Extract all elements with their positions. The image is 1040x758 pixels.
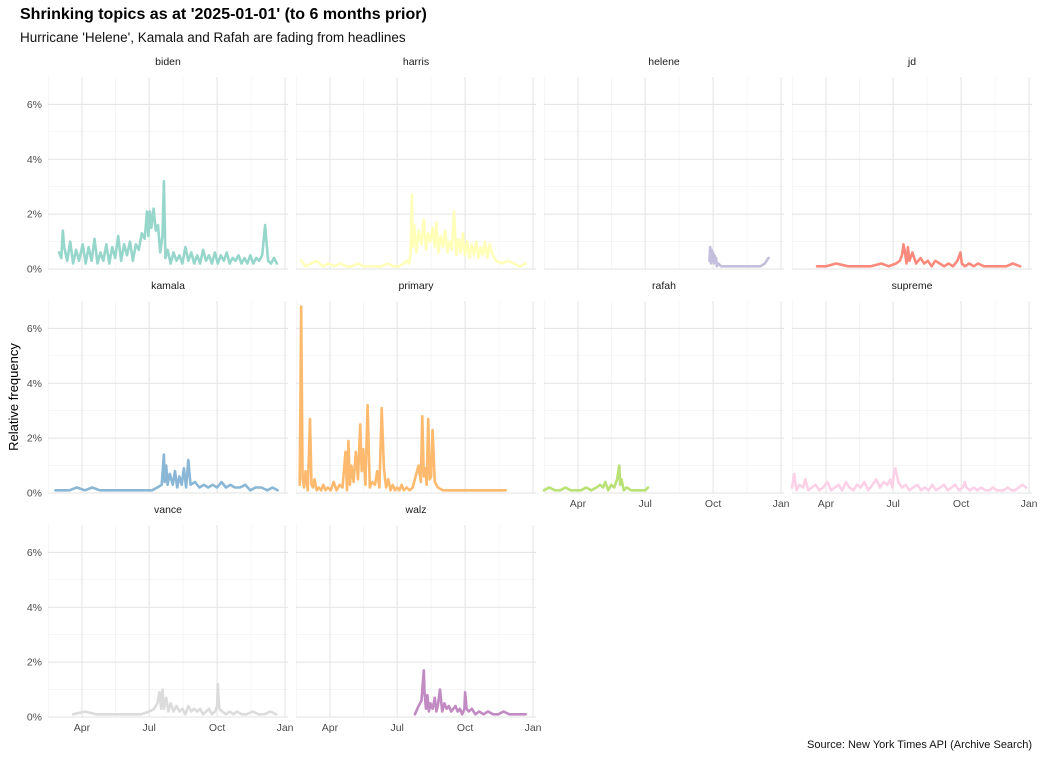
y-tick-label: 6% <box>27 323 42 335</box>
facet-walz: walz Apr Jul Oct Jan <box>296 504 542 734</box>
series-line-primary <box>298 305 508 492</box>
y-axis-title: Relative frequency <box>6 343 21 451</box>
x-tick-label: Jan <box>525 722 542 734</box>
facet-vance: vance 0% 2% 4% 6% Apr Jul Oct Jan <box>27 504 294 734</box>
x-tick-label: Jul <box>142 722 155 734</box>
x-tick-label: Oct <box>457 722 473 734</box>
facet-label-walz: walz <box>404 504 426 516</box>
facet-label-helene: helene <box>648 56 680 68</box>
series-line-biden <box>57 179 279 265</box>
series-line-vance <box>71 682 278 716</box>
y-tick-label: 4% <box>27 154 42 166</box>
series-line-helene <box>708 245 770 268</box>
facet-supreme: supreme Apr Jul Oct Jan <box>790 280 1038 510</box>
x-tick-label: Apr <box>322 722 339 734</box>
series-line-supreme <box>790 466 1028 492</box>
x-tick-label: Jan <box>773 498 790 510</box>
x-tick-label: Jan <box>1021 498 1038 510</box>
chart-caption: Source: New York Times API (Archive Sear… <box>807 739 1032 751</box>
x-tick-label: Apr <box>818 498 835 510</box>
facet-label-kamala: kamala <box>151 280 185 292</box>
facet-helene: helene <box>544 56 784 270</box>
y-tick-label: 6% <box>27 547 42 559</box>
facet-harris: harris <box>296 56 536 270</box>
x-tick-label: Jul <box>638 498 651 510</box>
y-tick-label: 6% <box>27 99 42 111</box>
series-line-jd <box>815 243 1022 268</box>
series-line-walz <box>413 669 528 716</box>
x-tick-label: Jul <box>390 722 403 734</box>
y-tick-label: 4% <box>27 378 42 390</box>
facet-label-vance: vance <box>154 504 182 516</box>
series-line-harris <box>299 193 528 268</box>
y-tick-label: 0% <box>27 712 42 724</box>
chart-subtitle: Hurricane 'Helene', Kamala and Rafah are… <box>20 30 406 45</box>
facet-label-primary: primary <box>398 280 434 292</box>
facet-kamala: kamala 0% 2% 4% 6% <box>27 280 288 500</box>
chart-title: Shrinking topics as at '2025-01-01' (to … <box>20 6 427 23</box>
y-tick-label: 0% <box>27 264 42 276</box>
y-tick-label: 2% <box>27 209 42 221</box>
y-tick-label: 4% <box>27 602 42 614</box>
facet-label-harris: harris <box>403 56 429 68</box>
x-tick-label: Oct <box>953 498 969 510</box>
y-tick-label: 2% <box>27 433 42 445</box>
y-tick-label: 0% <box>27 488 42 500</box>
x-tick-label: Jul <box>886 498 899 510</box>
x-tick-label: Oct <box>705 498 721 510</box>
x-tick-label: Jan <box>277 722 294 734</box>
series-line-rafah <box>542 464 650 492</box>
facet-label-biden: biden <box>155 56 181 68</box>
y-tick-label: 2% <box>27 657 42 669</box>
facet-primary: primary <box>296 280 536 494</box>
x-tick-label: Apr <box>570 498 587 510</box>
facet-biden: biden 0% 2% 4% 6% <box>27 56 288 276</box>
facet-label-jd: jd <box>907 56 916 68</box>
facet-label-supreme: supreme <box>892 280 933 292</box>
x-tick-label: Apr <box>74 722 91 734</box>
series-line-kamala <box>54 453 280 492</box>
facet-rafah: rafah Apr Jul Oct Jan <box>542 280 790 510</box>
facet-label-rafah: rafah <box>652 280 676 292</box>
x-tick-label: Oct <box>209 722 225 734</box>
facet-jd: jd <box>792 56 1032 270</box>
